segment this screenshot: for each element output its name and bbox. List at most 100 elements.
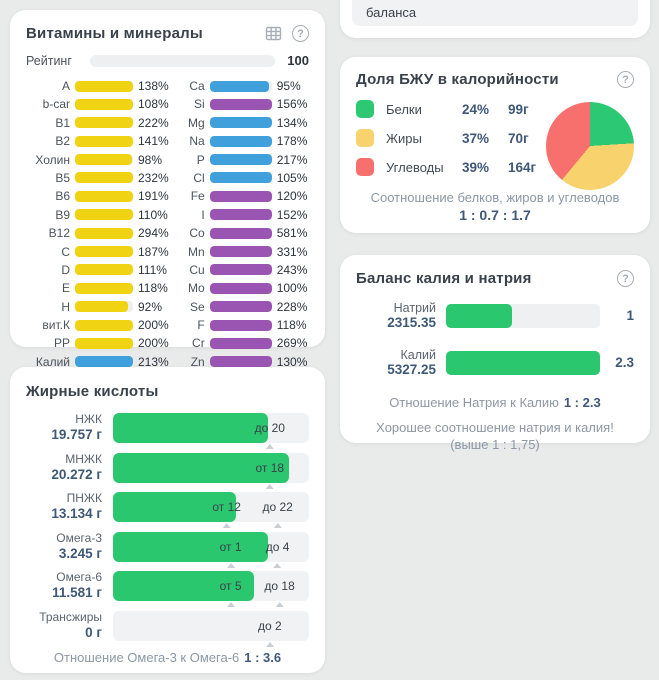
nutrient-row: Cr 269%	[179, 336, 309, 350]
nutrient-label: Fe	[190, 189, 205, 204]
nutrient-label: Mn	[188, 244, 205, 259]
nutrient-bar-track	[209, 246, 272, 258]
nutrient-label: H	[61, 299, 70, 314]
bju-footer-label: Соотношение белков, жиров и углеводов	[370, 190, 620, 205]
nutrient-label: Cl	[193, 170, 205, 185]
nutrient-label: Si	[194, 97, 205, 112]
nutrient-label: I	[201, 207, 205, 222]
fatty-acid-bar-track: от 12 до 22	[113, 492, 309, 522]
nutrient-bar-fill	[75, 98, 133, 110]
fatty-acid-name: НЖК	[75, 412, 102, 427]
nutrient-bar-fill	[75, 154, 132, 166]
note-box: баланса	[352, 0, 638, 26]
nutrient-percent-value: 187%	[138, 244, 169, 259]
nutrient-label: b-car	[42, 97, 70, 112]
nutrient-percent-value: 581%	[276, 226, 308, 241]
nutrient-label: F	[197, 318, 205, 333]
fatty-acid-name: МНЖК	[65, 451, 102, 466]
legend-row: Белки 24% 99г	[356, 100, 544, 118]
nutrient-row: Cl 105%	[179, 171, 309, 185]
help-icon[interactable]: ?	[617, 71, 634, 88]
bju-pie-chart	[546, 102, 634, 190]
nutrient-bar-fill	[75, 246, 133, 258]
nutrient-bar-fill	[209, 190, 272, 202]
legend-row: Жиры 37% 70г	[356, 129, 544, 147]
nutrient-label: B2	[55, 134, 70, 149]
nutrient-percent-value: 200%	[138, 336, 169, 351]
nutrient-label: B5	[55, 170, 70, 185]
nutrient-percent-value: 178%	[276, 134, 308, 149]
help-icon[interactable]: ?	[292, 25, 309, 42]
nutrient-row: Si 156%	[179, 97, 309, 111]
nutrient-percent-value: 98%	[138, 152, 163, 167]
nutrient-bar-track	[75, 209, 133, 221]
nutrient-label: Zn	[190, 354, 205, 369]
mineral-balance-row: Натрий 2315.35 1	[356, 301, 634, 331]
table-view-icon[interactable]	[265, 25, 282, 42]
nutrient-bar-fill	[75, 356, 133, 368]
fatty-acid-amount: 13.134 г	[51, 506, 102, 522]
fatty-acid-label-block: Омега-3 3.245 г	[26, 531, 102, 561]
help-icon[interactable]: ?	[617, 270, 634, 287]
omega-ratio-footer: Отношение Омега-3 к Омега-6 1 : 3.6	[26, 650, 309, 665]
nutrient-row: B9 110%	[26, 208, 169, 222]
nutrient-row: B12 294%	[26, 226, 169, 240]
threshold-marker: до 2	[258, 611, 282, 641]
sodium-potassium-ratio-footer: Отношение Натрия к Калию 1 : 2.3	[356, 395, 634, 410]
bju-legend: Белки 24% 99г Жиры 37% 70г Углеводы 39% …	[356, 100, 544, 190]
nutrient-row: A 138%	[26, 79, 169, 93]
fatty-acid-bar-track: от 18	[113, 452, 309, 483]
nutrient-bar-track	[75, 98, 133, 110]
threshold-marker: от 18	[256, 453, 285, 483]
nutrient-label: Na	[189, 134, 205, 149]
nutrient-percent-value: 111%	[138, 262, 167, 277]
nutrient-label: Ca	[189, 79, 205, 93]
nutrient-percent-value: 243%	[276, 262, 308, 277]
nutrient-row: Ca 95%	[179, 79, 309, 93]
nutrient-bar-fill	[209, 98, 272, 110]
nutrient-label: A	[61, 79, 70, 93]
nutrient-bar-track	[75, 80, 133, 92]
nutrient-row: P 217%	[179, 153, 309, 167]
legend-row: Углеводы 39% 164г	[356, 158, 544, 176]
bju-share-card: Доля БЖУ в калорийности ? Белки 24% 99г …	[340, 57, 650, 233]
nutrient-label: E	[61, 281, 70, 296]
threshold-marker: до 22	[262, 492, 292, 522]
nutrient-bar-fill	[209, 301, 272, 313]
nutrient-percent-value: 92%	[138, 299, 163, 314]
nutrient-bar-track	[75, 227, 133, 239]
nutrient-row: Mg 134%	[179, 116, 309, 130]
nutrient-label: Se	[190, 299, 205, 314]
rating-label: Рейтинг	[26, 53, 72, 68]
nutrient-label: Mo	[188, 281, 205, 296]
nutrient-percent-value: 217%	[276, 152, 308, 167]
nutrient-bar-fill	[209, 356, 272, 368]
nutrient-bar-track	[209, 98, 272, 110]
fatty-acids-rows: НЖК 19.757 г до 20 МНЖК 20.272 г от 18 П…	[26, 413, 309, 641]
nutrient-label: D	[61, 262, 70, 277]
mineral-bar-fill	[446, 303, 513, 328]
legend-label: Белки	[386, 101, 422, 117]
minerals-column: Ca 95% Si 156% Mg 134% Na 178% P 217% Cl…	[179, 79, 309, 373]
mineral-label-block: Натрий 2315.35	[356, 301, 436, 331]
nutrient-bar-track	[209, 135, 272, 147]
threshold-marker: до 18	[264, 571, 294, 601]
nutrient-row: Cu 243%	[179, 263, 309, 277]
threshold-marker: до 20	[255, 413, 285, 443]
threshold-marker: от 5	[220, 571, 242, 601]
threshold-marker: от 1	[220, 532, 242, 562]
nutrient-bar-track	[75, 135, 133, 147]
threshold-marker: от 12	[212, 492, 241, 522]
nutrient-bar-track	[209, 172, 272, 184]
nutrient-row: Zn 130%	[179, 355, 309, 369]
rating-row: Рейтинг 100	[26, 53, 309, 68]
nutrient-bar-track	[75, 282, 133, 294]
mineral-name: Калий	[400, 347, 437, 362]
nutrient-label: вит.К	[42, 318, 70, 333]
nutrient-bar-track	[209, 190, 272, 202]
nutrient-row: Se 228%	[179, 300, 309, 314]
nutrient-bar-fill	[209, 209, 272, 221]
mineral-ratio-value: 2.3	[615, 355, 634, 371]
nutrient-bar-track	[209, 209, 272, 221]
fatty-acid-amount: 0 г	[85, 624, 102, 640]
